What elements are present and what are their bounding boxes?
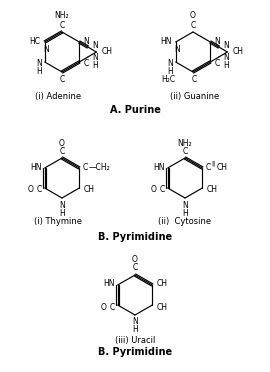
- Text: C: C: [83, 58, 89, 67]
- Text: C: C: [159, 186, 165, 195]
- Text: C: C: [82, 163, 87, 171]
- Text: N: N: [174, 45, 180, 55]
- Text: HN: HN: [103, 279, 115, 289]
- Text: H: H: [223, 61, 229, 71]
- Text: O: O: [28, 186, 34, 195]
- Text: N: N: [223, 54, 229, 62]
- Text: (i) Thymine: (i) Thymine: [34, 218, 82, 227]
- Text: CH: CH: [156, 279, 167, 289]
- Text: (i) Adenine: (i) Adenine: [35, 93, 81, 102]
- Text: N: N: [83, 36, 89, 45]
- Text: N: N: [182, 201, 188, 209]
- Text: C: C: [59, 74, 65, 83]
- Text: CH: CH: [83, 186, 94, 195]
- Text: H: H: [167, 67, 173, 77]
- Text: HN: HN: [153, 163, 165, 171]
- Text: NH₂: NH₂: [178, 138, 192, 148]
- Text: CH: CH: [206, 186, 217, 195]
- Text: H: H: [59, 208, 65, 218]
- Text: N: N: [92, 41, 97, 49]
- Text: C: C: [205, 163, 211, 171]
- Text: NH₂: NH₂: [55, 12, 69, 20]
- Text: H₂C: H₂C: [161, 74, 175, 83]
- Text: N: N: [223, 41, 229, 49]
- Text: N: N: [214, 36, 220, 45]
- Text: C: C: [132, 263, 138, 273]
- Text: H: H: [92, 61, 97, 71]
- Text: O: O: [59, 138, 65, 148]
- Text: O: O: [151, 186, 157, 195]
- Text: CH: CH: [232, 48, 243, 57]
- Text: N: N: [59, 201, 65, 209]
- Text: O: O: [190, 12, 196, 20]
- Text: C: C: [190, 20, 196, 29]
- Text: (ii)  Cytosine: (ii) Cytosine: [158, 218, 212, 227]
- Text: HC: HC: [30, 36, 41, 45]
- Text: C: C: [191, 74, 197, 83]
- Text: CH: CH: [101, 48, 112, 57]
- Text: HN: HN: [160, 36, 172, 45]
- Text: O: O: [101, 302, 107, 311]
- Text: C: C: [182, 147, 188, 155]
- Text: B. Pyrimidine: B. Pyrimidine: [98, 232, 172, 242]
- Text: N: N: [132, 317, 138, 327]
- Text: H: H: [182, 208, 188, 218]
- Text: C: C: [59, 147, 65, 155]
- Text: C: C: [214, 58, 220, 67]
- Text: CH: CH: [216, 163, 227, 171]
- Text: C: C: [109, 302, 115, 311]
- Text: B. Pyrimidine: B. Pyrimidine: [98, 347, 172, 357]
- Text: H: H: [132, 326, 138, 334]
- Text: (iii) Uracil: (iii) Uracil: [115, 336, 155, 344]
- Text: H: H: [36, 67, 42, 76]
- Text: CH: CH: [156, 302, 167, 311]
- Text: ||: ||: [211, 160, 215, 166]
- Text: A. Purine: A. Purine: [110, 105, 160, 115]
- Text: C: C: [36, 186, 42, 195]
- Text: —CH₂: —CH₂: [88, 163, 110, 171]
- Text: C: C: [59, 20, 65, 29]
- Text: O: O: [132, 256, 138, 264]
- Text: HN: HN: [30, 163, 42, 171]
- Text: N: N: [92, 54, 97, 62]
- Text: (ii) Guanine: (ii) Guanine: [170, 93, 220, 102]
- Text: N: N: [36, 58, 42, 67]
- Text: N: N: [167, 60, 173, 68]
- Text: N: N: [43, 45, 49, 55]
